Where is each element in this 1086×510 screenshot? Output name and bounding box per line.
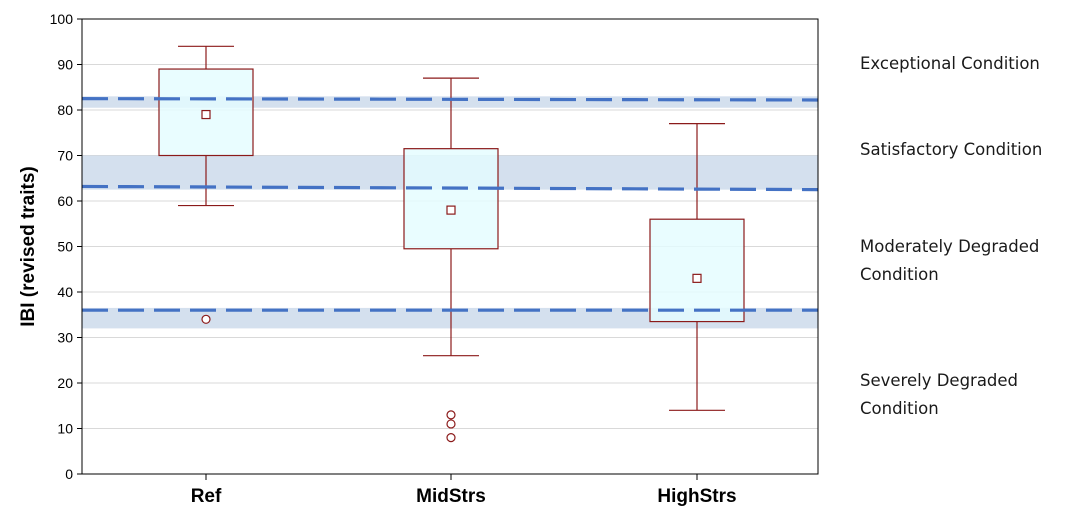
zone-label: Satisfactory Condition	[860, 136, 1042, 164]
y-tick-label: 90	[57, 57, 73, 73]
x-category-label: HighStrs	[657, 486, 736, 507]
y-tick-label: 40	[57, 284, 73, 300]
y-tick-label: 60	[57, 193, 73, 209]
boxes	[158, 68, 745, 323]
markers	[201, 109, 702, 443]
y-tick-label: 50	[57, 239, 73, 255]
y-tick-label: 70	[57, 148, 73, 164]
y-tick-label: 100	[50, 11, 74, 27]
box-highstrs	[649, 218, 745, 323]
whiskers	[178, 45, 725, 411]
mean-marker	[201, 109, 211, 120]
y-tick-label: 0	[65, 466, 73, 482]
box-midstrs	[403, 148, 499, 250]
outlier-point	[446, 433, 456, 443]
zone-label-line: Satisfactory Condition	[860, 140, 1043, 159]
y-axis-title: IBI (revised traits)	[18, 166, 39, 327]
y-tick-label: 30	[57, 330, 73, 346]
threshold-line	[81, 184, 819, 192]
zone-label-line: Condition	[860, 265, 939, 284]
outlier-point	[446, 419, 456, 429]
axes: 0 10 20 30 40 50 60 70 80 90 100 Ref MidStrs HighStrs	[50, 11, 737, 507]
condition-band	[82, 96, 818, 108]
y-tick-label: 80	[57, 102, 73, 118]
mean-marker	[692, 273, 702, 283]
threshold-lines	[81, 97, 819, 312]
zone-label-line: Condition	[860, 399, 939, 418]
zone-label: Moderately Degraded Condition	[860, 233, 1039, 289]
zone-label-line: Moderately Degraded	[860, 237, 1040, 256]
x-category-label: Ref	[191, 486, 222, 507]
condition-band	[82, 307, 818, 329]
zone-label-line: Exceptional Condition	[860, 54, 1040, 73]
y-tick-label: 10	[57, 421, 73, 437]
zone-label: Severely Degraded Condition	[860, 367, 1018, 423]
zone-label-line: Severely Degraded	[860, 371, 1019, 390]
threshold-line	[81, 97, 819, 102]
outlier-point	[446, 410, 456, 420]
zone-label: Exceptional Condition	[860, 50, 1040, 78]
mean-marker	[446, 205, 456, 215]
outlier-point	[201, 314, 211, 324]
y-tick-label: 20	[57, 375, 73, 391]
x-category-label: MidStrs	[416, 486, 486, 507]
